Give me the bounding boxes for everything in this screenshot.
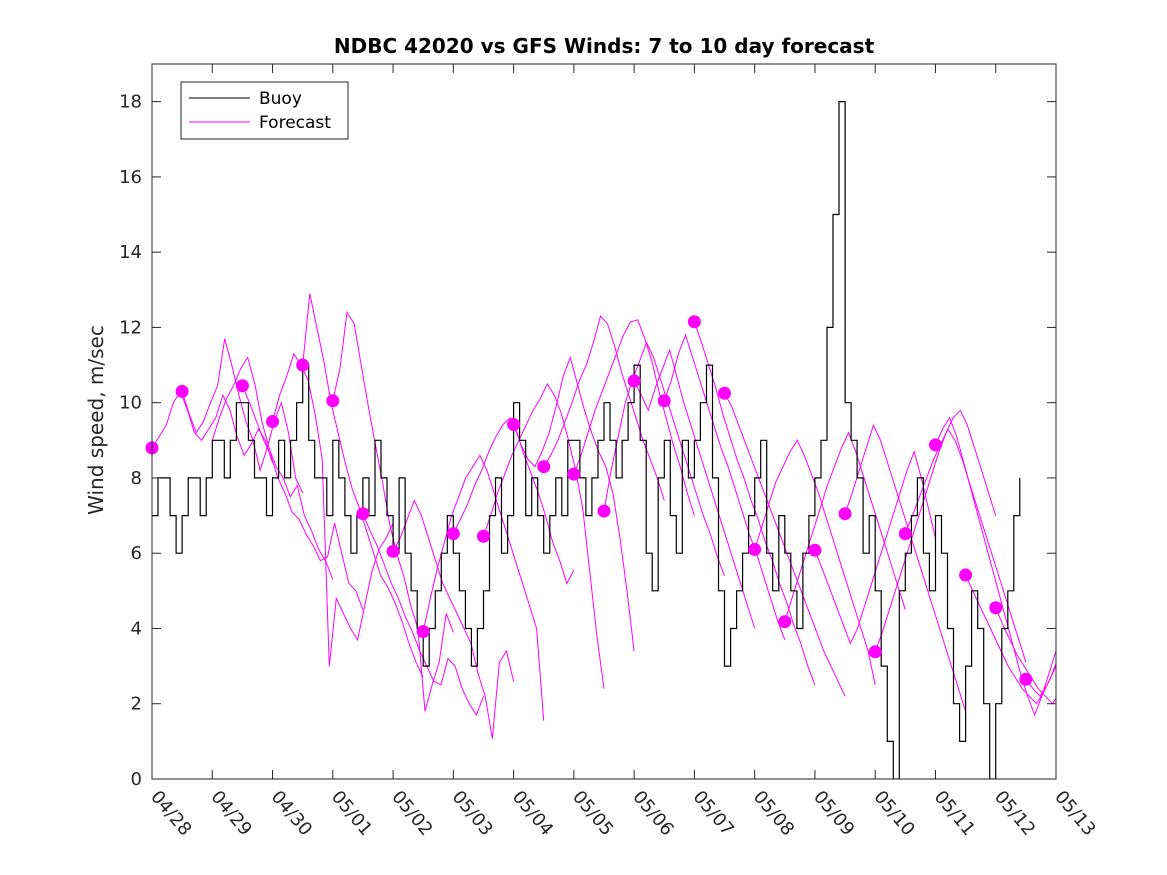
forecast-marker [928, 438, 942, 452]
forecast-line [935, 416, 1056, 717]
forecast-marker [567, 467, 581, 481]
forecast-marker [476, 529, 490, 543]
legend-box [180, 81, 349, 140]
forecast-marker [718, 386, 732, 400]
x-tick-label: 05/09 [809, 787, 858, 840]
x-tick-label: 05/07 [689, 787, 738, 840]
forecast-line [633, 348, 756, 629]
y-tick-label: 14 [119, 242, 142, 263]
x-tick-label: 05/01 [327, 787, 376, 840]
forecast-marker [838, 507, 852, 521]
forecast-marker [1019, 672, 1033, 686]
legend-buoy-label: Buoy [259, 89, 302, 109]
forecast-line [874, 409, 997, 652]
x-tick-label: 05/03 [448, 787, 497, 840]
forecast-line [543, 315, 665, 501]
forecast-line [784, 431, 906, 622]
forecast-marker [356, 507, 370, 521]
plot-frame [151, 63, 1057, 780]
forecast-line [573, 319, 695, 516]
x-tick-label: 04/28 [146, 787, 195, 840]
forecast-marker [868, 645, 882, 659]
forecast-marker [386, 544, 400, 558]
forecast-line [1025, 663, 1056, 698]
forecast-series [152, 293, 1056, 739]
forecast-line [152, 390, 273, 464]
x-tick-label: 05/02 [387, 787, 436, 840]
y-tick-label: 2 [131, 694, 142, 715]
x-tick-label: 04/29 [206, 787, 255, 840]
forecast-marker [597, 504, 611, 518]
forecast-line [995, 607, 1056, 705]
forecast-marker [175, 384, 189, 398]
x-tick-label: 05/13 [1050, 787, 1099, 840]
y-tick-label: 10 [119, 393, 142, 414]
plot-area [145, 63, 1057, 780]
chart-title: NDBC 42020 vs GFS Winds: 7 to 10 day for… [334, 34, 875, 58]
x-tick-label: 05/11 [930, 787, 979, 840]
y-tick-label: 4 [131, 618, 142, 639]
forecast-line [603, 341, 725, 576]
buoy-series [152, 101, 1021, 779]
forecast-marker [778, 615, 792, 629]
y-tick-label: 0 [131, 769, 142, 790]
x-tick-label: 05/04 [508, 787, 557, 840]
x-tick-label: 05/06 [628, 787, 677, 840]
forecast-marker [296, 358, 310, 372]
forecast-marker [507, 418, 521, 432]
forecast-line [181, 338, 304, 494]
forecast-marker [808, 543, 822, 557]
forecast-line [392, 499, 515, 739]
x-tick-label: 05/08 [749, 787, 798, 840]
y-axis-label: Wind speed, m/sec [84, 325, 108, 515]
forecast-marker [959, 568, 973, 582]
forecast-marker [537, 460, 551, 474]
legend-forecast-label: Forecast [259, 113, 331, 133]
buoy-line [152, 101, 1021, 779]
forecast-marker [416, 624, 430, 638]
forecast-line [483, 382, 605, 689]
forecast-marker [266, 415, 280, 428]
forecast-marker [627, 374, 641, 388]
legend: Buoy Forecast [180, 81, 349, 140]
x-tick-label: 04/30 [267, 787, 316, 840]
forecast-marker [898, 527, 912, 541]
forecast-line [241, 385, 364, 610]
y-tick-label: 18 [119, 92, 142, 113]
forecast-marker [657, 394, 671, 408]
y-tick-label: 16 [119, 167, 142, 188]
x-tick-label: 05/12 [990, 787, 1039, 840]
forecast-marker [446, 527, 460, 541]
forecast-marker [748, 542, 762, 556]
y-tick-label: 12 [119, 317, 142, 338]
x-axis-ticks: 04/28 04/29 04/30 05/01 05/02 05/03 05/04 05/05… [146, 64, 1100, 840]
y-tick-label: 8 [131, 468, 142, 489]
forecast-line [332, 310, 454, 712]
forecast-marker [687, 315, 701, 329]
forecast-line [513, 355, 635, 652]
forecast-line [844, 423, 967, 712]
forecast-marker [326, 394, 340, 408]
forecast-marker [989, 601, 1003, 615]
forecast-line [272, 352, 394, 667]
x-tick-label: 05/05 [568, 787, 617, 840]
forecast-line [965, 574, 1056, 705]
x-tick-label: 05/10 [869, 787, 918, 840]
forecast-marker [235, 379, 249, 393]
y-tick-label: 6 [131, 543, 142, 564]
forecast-line [211, 356, 334, 580]
y-axis-ticks: 0 2 4 6 8 10 12 14 16 18 [119, 92, 1056, 790]
forecast-markers [145, 315, 1033, 686]
forecast-line [422, 454, 545, 721]
forecast-line [663, 333, 786, 640]
